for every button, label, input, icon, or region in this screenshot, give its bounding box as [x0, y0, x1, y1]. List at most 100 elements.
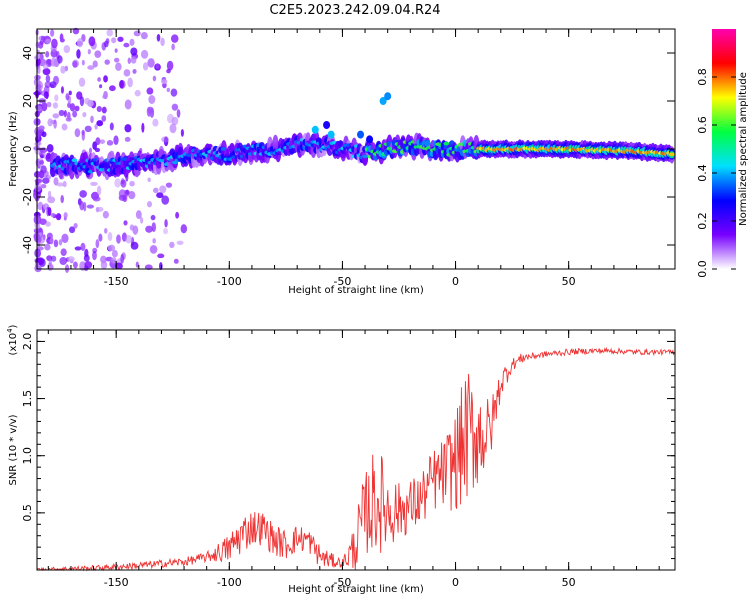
x-tick-label: 50 — [562, 576, 576, 589]
heatmap-cell — [51, 38, 58, 49]
heatmap-cell — [155, 63, 160, 70]
heatmap-cell — [86, 204, 95, 209]
heatmap-cell — [151, 222, 156, 233]
heatmap-cell — [141, 122, 145, 133]
x-tick-label: -50 — [333, 576, 351, 589]
heatmap-cell — [96, 120, 104, 127]
heatmap-cell — [173, 258, 179, 264]
heatmap-cell — [40, 35, 46, 41]
heatmap-cell — [103, 75, 108, 83]
heatmap-cell — [50, 29, 55, 37]
heatmap-cell — [146, 200, 153, 208]
colorbar-ticks: 0.0 0.2 0.4 0.6 0.8 — [696, 68, 736, 278]
heatmap-cell — [35, 131, 40, 141]
heatmap-cell — [180, 128, 184, 137]
heatmap-cell — [87, 99, 94, 108]
heatmap-cell — [35, 158, 40, 167]
y-tick-label: 20 — [21, 94, 34, 108]
heatmap-cell — [39, 147, 48, 153]
x-tick-label: -100 — [217, 576, 242, 589]
heatmap-cell — [166, 87, 171, 93]
heatmap-cell — [107, 232, 113, 242]
heatmap-cell — [62, 180, 67, 188]
heatmap-cell — [35, 105, 43, 112]
heatmap-cell — [69, 103, 76, 112]
colorbar-tick-label: 0.0 — [696, 260, 709, 278]
x-tick-label: 0 — [452, 576, 459, 589]
x-tick-label: -150 — [104, 576, 129, 589]
heatmap-cell — [87, 48, 91, 55]
heatmap-cell — [81, 59, 85, 66]
heatmap-cell — [90, 181, 98, 187]
heatmap-cell — [166, 60, 174, 71]
heatmap-cell — [117, 36, 124, 42]
heatmap-cell — [88, 147, 93, 154]
heatmap-cell — [156, 192, 164, 199]
heatmap-cell — [130, 47, 138, 56]
heatmap-cell — [95, 239, 100, 249]
heatmap-cell — [94, 123, 98, 130]
heatmap-cell — [47, 190, 52, 199]
heatmap-cell — [104, 228, 108, 234]
heatmap-cell — [96, 105, 102, 113]
heatmap-cell — [157, 253, 165, 259]
heatmap-cell — [124, 99, 132, 110]
heatmap-cell — [311, 125, 319, 134]
heatmap-cell — [109, 85, 116, 92]
heatmap-cell — [114, 178, 122, 188]
heatmap-cell — [129, 38, 135, 46]
heatmap-cell — [152, 118, 159, 127]
heatmap-cell — [84, 125, 92, 133]
heatmap-cell — [171, 116, 179, 126]
heatmap-cell — [130, 241, 139, 250]
heatmap-cell — [67, 256, 75, 262]
heatmap-cell — [34, 248, 41, 258]
heatmap-cell — [161, 195, 170, 205]
heatmap-cell — [130, 56, 137, 64]
heatmap-cell — [164, 219, 168, 228]
heatmap-cell — [76, 49, 81, 59]
heatmap-cell — [96, 185, 102, 196]
heatmap-cell — [74, 128, 81, 138]
heatmap-cell — [160, 79, 168, 85]
heatmap-cell — [60, 248, 67, 256]
heatmap-cell — [668, 152, 675, 157]
colorbar-label: Normalized spectral amplitude — [738, 72, 749, 226]
heatmap-cell — [132, 68, 137, 74]
heatmap-cell — [94, 50, 102, 58]
heatmap-cell — [98, 233, 103, 242]
heatmap-cell — [49, 236, 54, 245]
x-tick-label: 0 — [452, 275, 459, 288]
heatmap-cell — [160, 37, 165, 47]
heatmap-cell — [127, 77, 133, 88]
y-tick-label: 0.5 — [21, 504, 34, 522]
heatmap-cell — [74, 105, 80, 112]
x-tick-label: -50 — [333, 275, 351, 288]
heatmap-cell — [72, 60, 78, 68]
heatmap-cell — [36, 202, 44, 211]
heatmap-cell — [148, 95, 156, 104]
heatmap-cell — [175, 211, 180, 219]
heatmap-cell — [48, 257, 52, 267]
heatmap-cell — [46, 101, 52, 108]
heatmap-cell — [53, 177, 59, 186]
snr-y-ticks: 0.5 1.0 1.5 2.0 — [21, 333, 675, 560]
heatmap-cell — [111, 37, 117, 44]
heatmap-cell — [45, 74, 51, 83]
heatmap-cell — [56, 182, 64, 187]
heatmap-cell — [63, 212, 68, 219]
colorbar-tick-label: 0.8 — [696, 68, 709, 86]
heatmap-cell — [50, 255, 57, 262]
colorbar-gradient — [712, 29, 736, 269]
snr-exponent-base: (x10 — [8, 333, 19, 356]
heatmap-cell — [79, 190, 87, 198]
heatmap-cell — [443, 141, 450, 146]
heatmap-cell — [60, 65, 66, 74]
heatmap-cell — [99, 84, 103, 89]
snr-line — [36, 346, 675, 572]
heatmap-cell — [45, 38, 51, 44]
heatmap-cell — [97, 77, 101, 82]
heatmap-cell — [92, 60, 98, 68]
heatmap-cell — [60, 195, 64, 204]
heatmap-cell — [61, 233, 69, 244]
